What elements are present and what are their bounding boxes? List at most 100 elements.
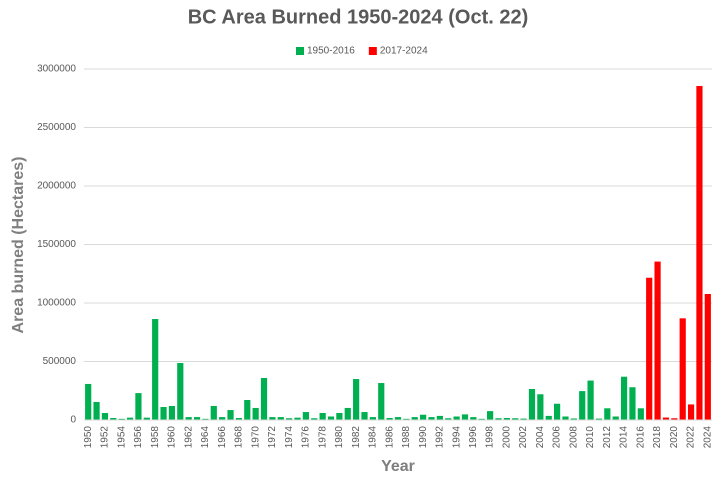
bar (269, 417, 276, 420)
bar (227, 410, 234, 420)
bar (294, 417, 301, 420)
bar (210, 405, 217, 420)
bar (93, 401, 100, 420)
x-tick-label: 1972 (267, 426, 278, 449)
bar (101, 412, 109, 420)
legend-swatch (368, 47, 377, 55)
bar (244, 399, 251, 420)
bar (152, 319, 159, 420)
bar (403, 418, 410, 420)
x-tick-label: 2020 (669, 426, 680, 449)
y-tick-label: 0 (70, 415, 76, 426)
bar (327, 416, 335, 420)
bar (646, 277, 653, 420)
x-tick-label: 1954 (116, 426, 127, 449)
x-tick-label: 2006 (552, 426, 563, 449)
x-tick-label: 1960 (167, 426, 178, 449)
bar (160, 407, 167, 420)
bar (520, 418, 527, 420)
y-axis-title: Area burned (Hectares) (10, 157, 27, 334)
x-tick-label: 1992 (435, 426, 446, 449)
y-tick-label: 500000 (43, 356, 77, 367)
bar (177, 363, 184, 420)
bar (654, 261, 661, 420)
x-tick-label: 1988 (401, 426, 412, 449)
bar (512, 418, 519, 420)
bar (587, 380, 594, 420)
bar (143, 417, 150, 420)
bar (311, 418, 318, 420)
x-tick-label: 2016 (635, 426, 646, 449)
y-tick-label: 2000000 (37, 181, 76, 192)
x-tick-label: 1958 (150, 426, 161, 449)
bar (277, 417, 284, 420)
bar (118, 418, 125, 420)
bar (386, 418, 393, 420)
bar (595, 418, 603, 420)
bar (420, 414, 427, 420)
x-tick-label: 1964 (200, 426, 211, 449)
x-tick-label: 1982 (351, 426, 362, 449)
x-tick-label: 2024 (702, 426, 713, 449)
bar (394, 417, 402, 420)
x-tick-label: 1976 (301, 426, 312, 449)
x-tick-label: 1966 (217, 426, 228, 449)
x-axis-title: Year (381, 458, 415, 475)
x-tick-label: 2004 (535, 426, 546, 449)
bar (219, 417, 226, 420)
x-tick-label: 1968 (234, 426, 245, 449)
bar (487, 411, 494, 420)
bar (704, 293, 711, 420)
x-tick-label: 2010 (585, 426, 596, 449)
bar (126, 417, 134, 420)
bar (110, 418, 117, 420)
bar (637, 408, 644, 420)
bar (687, 404, 695, 420)
x-tick-label: 1974 (284, 426, 295, 449)
bar (445, 418, 452, 420)
x-tick-label: 1986 (384, 426, 395, 449)
bar (545, 415, 552, 420)
bar (185, 417, 192, 420)
legend-label: 1950-2016 (307, 46, 355, 57)
x-tick-label: 1978 (317, 426, 328, 449)
bar (235, 418, 243, 420)
bar (579, 391, 586, 420)
x-tick-label: 2012 (602, 426, 613, 449)
bar (202, 418, 209, 420)
bar (503, 418, 510, 420)
bar (286, 418, 293, 420)
bar (168, 405, 176, 420)
bar (135, 393, 142, 420)
x-tick-label: 1952 (100, 426, 111, 449)
y-tick-label: 1500000 (37, 239, 76, 250)
y-tick-label: 3000000 (37, 64, 76, 75)
bar (361, 412, 368, 420)
y-tick-label: 2500000 (37, 122, 76, 133)
bar (336, 412, 343, 420)
bar (260, 377, 268, 420)
bar (369, 417, 376, 420)
bar (679, 318, 686, 420)
x-tick-label: 2014 (619, 426, 630, 449)
legend-label: 2017-2024 (380, 46, 428, 57)
y-tick-label: 1000000 (37, 298, 76, 309)
x-tick-label: 2022 (686, 426, 697, 449)
bar (428, 417, 435, 420)
bar (553, 403, 561, 420)
bar (436, 415, 443, 420)
bar (562, 416, 569, 420)
bar (662, 417, 670, 420)
bar (353, 379, 360, 420)
bar (528, 388, 536, 420)
x-tick-label: 1956 (133, 426, 144, 449)
bar (478, 418, 485, 420)
bar (570, 418, 577, 420)
bar (495, 418, 502, 420)
legend-swatch (296, 47, 304, 55)
bar (411, 417, 418, 420)
bar (378, 383, 385, 420)
x-tick-label: 1962 (183, 426, 194, 449)
bar (629, 387, 636, 420)
